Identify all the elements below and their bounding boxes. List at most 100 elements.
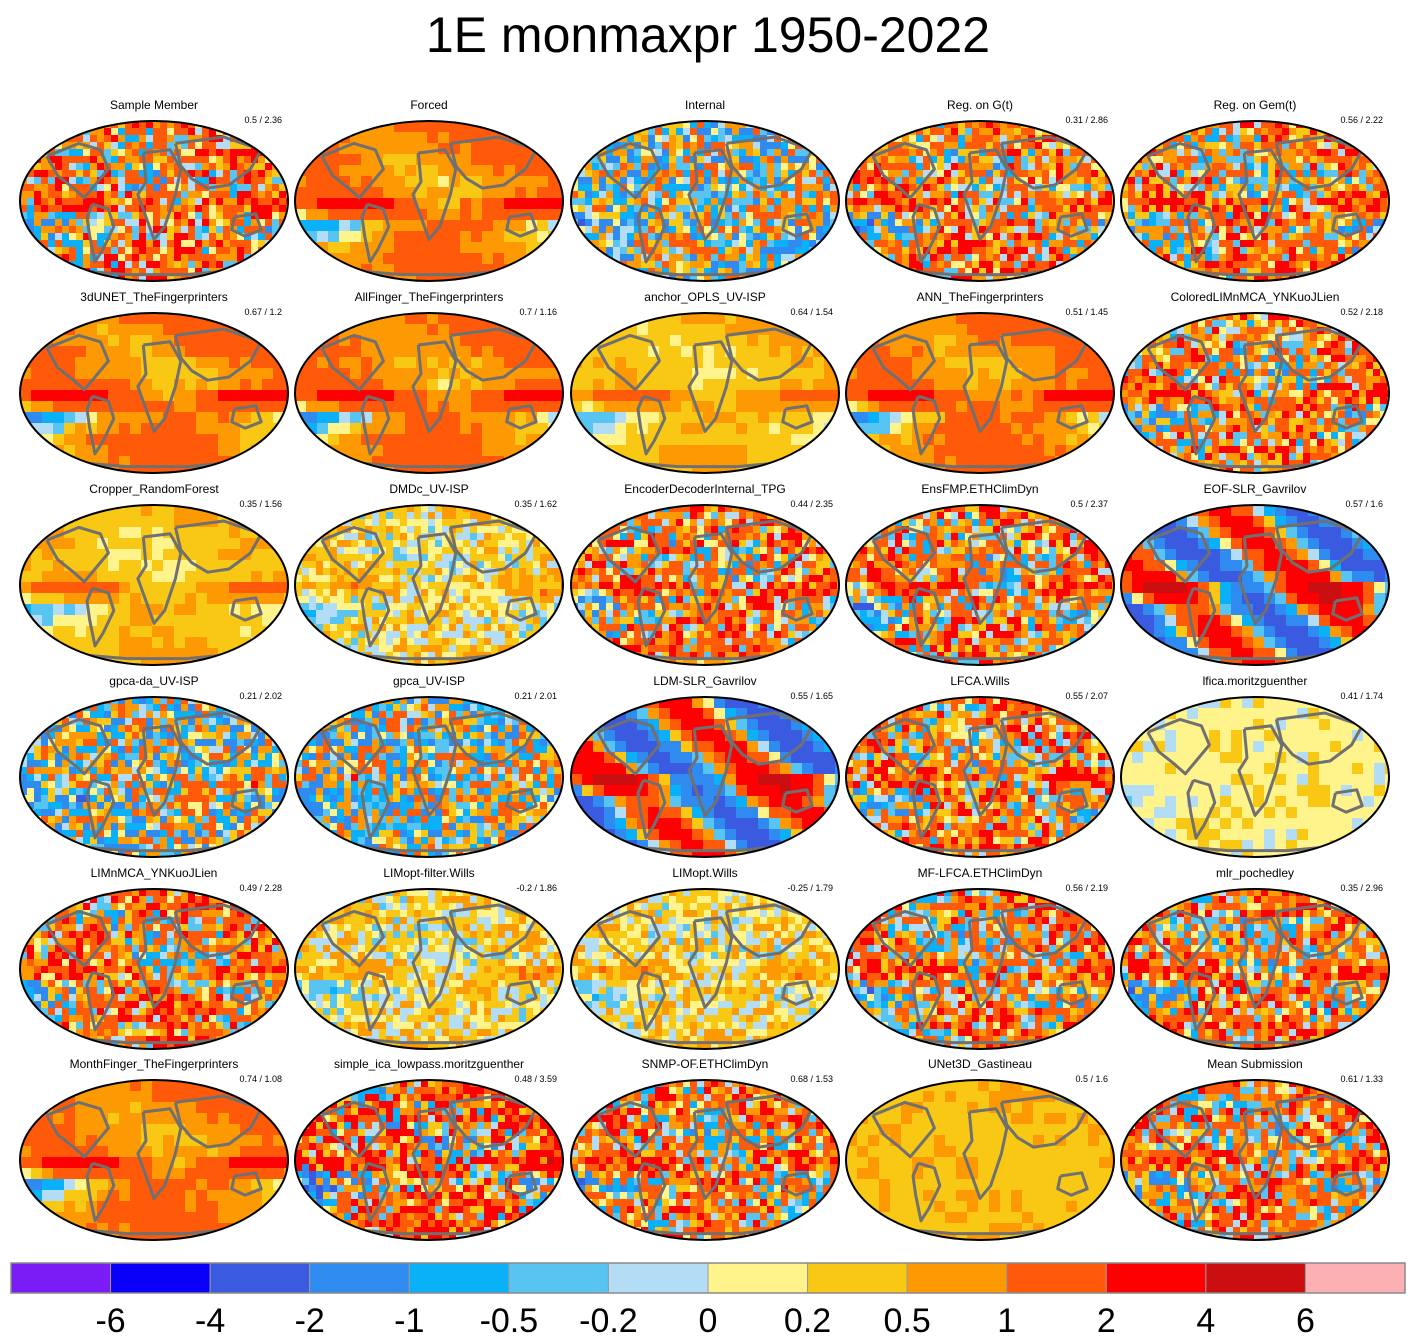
field-cell xyxy=(613,121,621,129)
field-cell xyxy=(111,184,119,192)
field-cell xyxy=(460,401,472,413)
field-cell xyxy=(979,184,987,192)
field-cell xyxy=(1098,275,1106,281)
field-cell xyxy=(153,135,161,143)
field-cell xyxy=(218,445,230,457)
field-cell xyxy=(795,128,803,136)
field-cell xyxy=(923,170,931,178)
field-cell xyxy=(1310,233,1318,241)
field-cell xyxy=(769,368,781,380)
field-cell xyxy=(802,219,810,227)
field-cell xyxy=(592,233,600,241)
field-cell xyxy=(739,212,747,220)
field-cell xyxy=(20,198,28,206)
field-cell xyxy=(902,163,910,171)
field-cell xyxy=(223,247,231,255)
field-cell xyxy=(460,379,472,391)
field-cell xyxy=(438,412,450,424)
field-cell xyxy=(317,220,329,232)
field-cell xyxy=(125,240,133,248)
field-cell xyxy=(627,184,635,192)
field-cell xyxy=(34,191,42,199)
field-cell xyxy=(788,205,796,213)
field-cell xyxy=(1373,184,1381,192)
field-cell xyxy=(265,135,273,143)
field-cell xyxy=(874,212,882,220)
field-cell xyxy=(34,254,42,262)
field-cell xyxy=(965,212,973,220)
field-cell xyxy=(1219,254,1227,262)
field-cell xyxy=(1233,170,1241,178)
field-cell xyxy=(139,212,147,220)
field-cell xyxy=(1170,275,1178,281)
field-cell xyxy=(1289,191,1297,199)
field-cell xyxy=(20,156,28,164)
field-cell xyxy=(361,198,373,210)
field-cell xyxy=(909,135,917,143)
field-cell xyxy=(711,135,719,143)
field-cell xyxy=(438,379,450,391)
field-cell xyxy=(202,212,210,220)
field-cell xyxy=(704,135,712,143)
field-cell xyxy=(888,163,896,171)
field-cell xyxy=(711,128,719,136)
field-cell xyxy=(944,128,952,136)
field-cell xyxy=(1205,226,1213,234)
field-cell xyxy=(802,163,810,171)
field-cell xyxy=(34,219,42,227)
field-cell xyxy=(823,254,831,262)
field-cell xyxy=(965,247,973,255)
field-cell xyxy=(615,368,627,380)
field-cell xyxy=(272,240,280,248)
field-cell xyxy=(823,205,831,213)
field-cell xyxy=(1296,226,1304,234)
field-cell xyxy=(482,253,494,265)
field-cell xyxy=(1366,254,1374,262)
field-cell xyxy=(704,156,712,164)
field-cell xyxy=(683,142,691,150)
field-cell xyxy=(1373,156,1381,164)
field-cell xyxy=(202,170,210,178)
field-cell xyxy=(64,412,76,424)
field-cell xyxy=(1219,191,1227,199)
field-cell xyxy=(272,275,280,281)
field-cell xyxy=(174,261,182,269)
field-cell xyxy=(284,379,288,391)
field-cell xyxy=(328,176,340,188)
field-cell xyxy=(1289,163,1297,171)
field-cell xyxy=(75,368,87,380)
field-cell xyxy=(195,247,203,255)
field-cell xyxy=(1205,128,1213,136)
globe-outline xyxy=(294,120,564,282)
field-cell xyxy=(181,247,189,255)
field-cell xyxy=(383,187,395,199)
field-cell xyxy=(824,313,836,325)
field-cell xyxy=(972,240,980,248)
field-cell xyxy=(683,254,691,262)
continent-outlines xyxy=(320,135,538,277)
field-cell xyxy=(295,242,307,254)
field-cell xyxy=(471,143,483,155)
field-cell xyxy=(972,163,980,171)
field-cell xyxy=(592,170,600,178)
field-cell xyxy=(1184,149,1192,157)
field-cell xyxy=(55,121,63,129)
field-cell xyxy=(1014,163,1022,171)
field-cell xyxy=(328,412,340,424)
field-cell xyxy=(1380,142,1388,150)
field-cell xyxy=(237,142,245,150)
field-cell xyxy=(132,233,140,241)
field-cell xyxy=(725,335,737,347)
field-cell xyxy=(1261,268,1269,276)
field-cell xyxy=(937,233,945,241)
field-cell xyxy=(902,247,910,255)
field-cell xyxy=(986,261,994,269)
field-cell xyxy=(258,135,266,143)
field-cell xyxy=(1289,268,1297,276)
field-cell xyxy=(548,132,560,144)
field-cell xyxy=(27,268,35,276)
field-cell xyxy=(1240,191,1248,199)
field-cell xyxy=(1380,212,1388,220)
field-cell xyxy=(599,247,607,255)
field-cell xyxy=(372,209,384,221)
